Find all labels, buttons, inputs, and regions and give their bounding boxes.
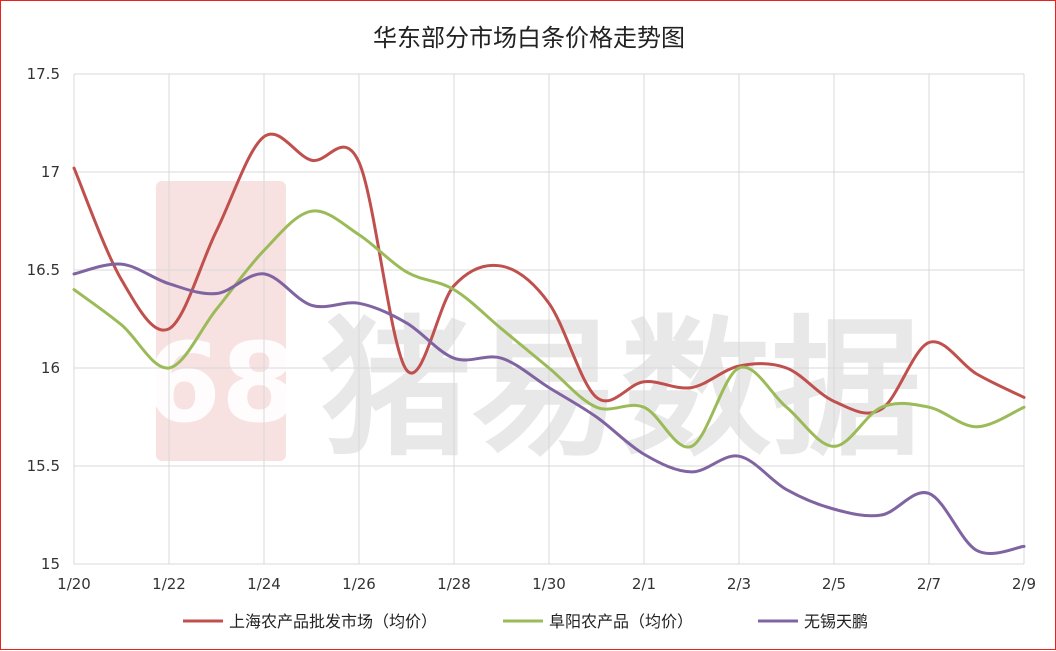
y-tick-label: 15.5 (27, 457, 60, 475)
y-tick-label: 17.5 (27, 65, 60, 83)
chart-title: 华东部分市场白条价格走势图 (373, 24, 685, 52)
series-line-2 (72, 209, 1026, 449)
y-tick-label: 16.5 (27, 261, 60, 279)
legend-label-1: 上海农产品批发市场（均价） (229, 612, 437, 631)
x-tick-label: 1/26 (342, 575, 376, 593)
x-tick-label: 2/7 (917, 575, 941, 593)
legend: 上海农产品批发市场（均价） 阜阳农产品（均价） 无锡天鹏 (183, 612, 868, 631)
series-line-3 (72, 262, 1026, 555)
watermark-logo-text: 68 (144, 319, 297, 447)
x-tick-label: 2/5 (822, 575, 846, 593)
x-tick-label: 1/28 (437, 575, 471, 593)
grid (73, 73, 1025, 565)
x-tick-label: 2/1 (632, 575, 656, 593)
x-tick-label: 2/3 (727, 575, 751, 593)
y-tick-label: 16 (41, 359, 60, 377)
legend-label-2: 阜阳农产品（均价） (549, 612, 693, 631)
x-tick-label: 1/22 (152, 575, 186, 593)
legend-label-3: 无锡天鹏 (804, 612, 868, 631)
y-tick-label: 17 (41, 163, 60, 181)
series-line-1 (72, 132, 1026, 415)
watermark-logo (156, 181, 286, 461)
x-tick-label: 1/30 (532, 575, 566, 593)
series-layer (72, 132, 1026, 555)
watermark-text: 猪易数据 (321, 303, 921, 477)
x-tick-label: 1/20 (57, 575, 91, 593)
x-tick-label: 1/24 (247, 575, 281, 593)
watermark: 68 猪易数据 (144, 181, 921, 477)
axes: 15 15.5 16 16.5 17 17.5 1/20 1/22 1/24 1/26 1/28 1/… (27, 65, 1036, 593)
y-tick-label: 15 (41, 555, 60, 573)
x-tick-label: 2/9 (1012, 575, 1036, 593)
